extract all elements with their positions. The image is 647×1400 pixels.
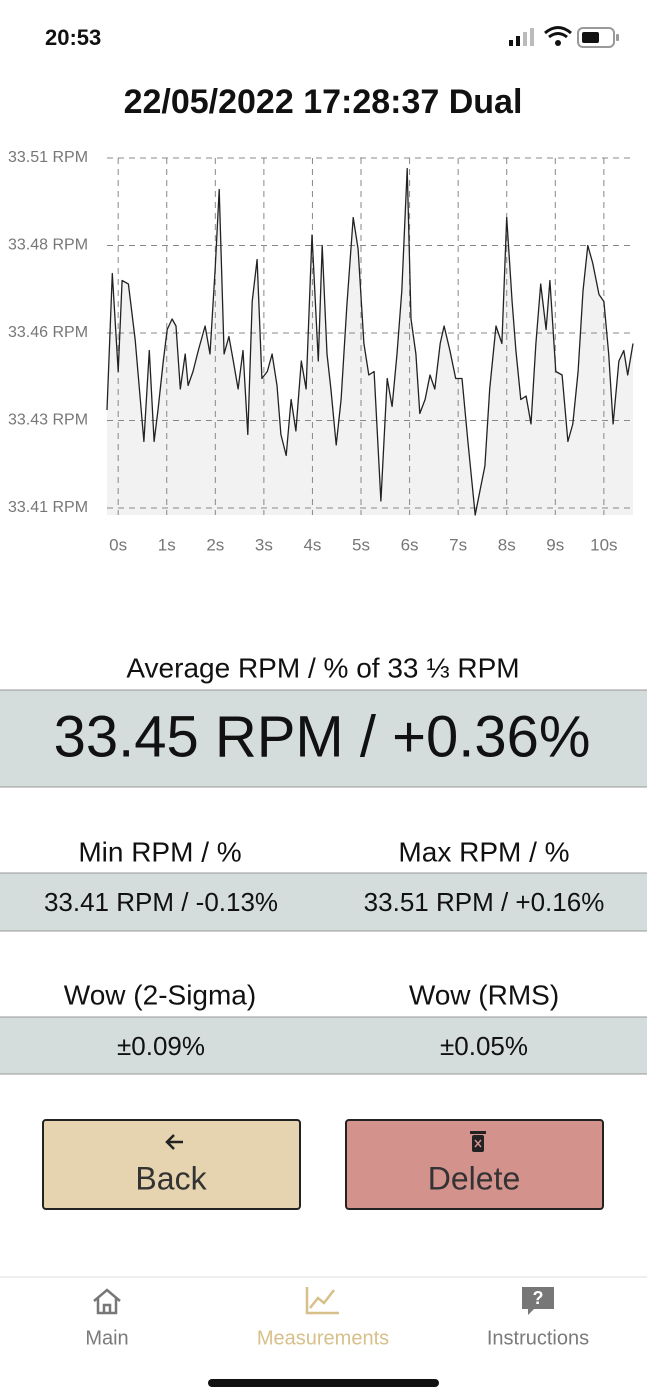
area (107, 168, 633, 515)
x-tick-label: 7s (449, 535, 467, 554)
svg-text:?: ? (533, 1288, 544, 1308)
button-label: Delete (428, 1160, 521, 1196)
back-button[interactable]: Back (42, 1119, 301, 1210)
stat-label: Wow (2-Sigma) (64, 979, 256, 1010)
y-tick-label: 33.51 RPM (8, 149, 88, 166)
tab-measurements[interactable]: Measurements (257, 1287, 389, 1349)
x-tick-label: 8s (498, 535, 516, 554)
x-tick-label: 5s (352, 535, 370, 554)
stat-label: Max RPM / % (398, 836, 569, 867)
x-tick-label: 10s (590, 535, 617, 554)
y-tick-label: 33.48 RPM (8, 237, 88, 254)
stat-value: ±0.09% (117, 1031, 205, 1061)
x-tick-label: 1s (158, 535, 176, 554)
x-tick-label: 3s (255, 535, 273, 554)
status-icons (509, 26, 619, 48)
stat-value: 33.41 RPM / -0.13% (44, 887, 278, 917)
home-indicator (208, 1379, 439, 1387)
stat-box (0, 1016, 647, 1075)
stat-value: 33.51 RPM / +0.16% (364, 887, 605, 917)
button-label: Back (135, 1160, 207, 1196)
average-label: Average RPM / % of 33 ⅓ RPM (126, 652, 519, 683)
tab-label: Main (85, 1327, 128, 1349)
stat-value: ±0.05% (440, 1031, 528, 1061)
average-box (0, 689, 647, 788)
tab-label: Measurements (257, 1327, 389, 1349)
status-time: 20:53 (45, 25, 101, 50)
x-tick-label: 0s (109, 535, 127, 554)
x-tick-label: 6s (401, 535, 419, 554)
stat-label: Wow (RMS) (409, 979, 559, 1010)
stat-label: Min RPM / % (78, 836, 241, 867)
chart: 33.51 RPM 33.48 RPM 33.46 RPM 33.43 RPM 33.4… (8, 149, 634, 554)
chart-title: 22/05/2022 17:28:37 Dual (124, 83, 523, 121)
tab-label: Instructions (487, 1327, 589, 1349)
x-tick-label: 2s (206, 535, 224, 554)
tab-main[interactable]: Main (85, 1288, 129, 1349)
x-tick-label: 4s (303, 535, 321, 554)
y-tick-label: 33.46 RPM (8, 324, 88, 341)
tab-instructions[interactable]: ? Instructions (487, 1287, 589, 1349)
stat-box (0, 872, 647, 932)
y-tick-label: 33.43 RPM (8, 412, 88, 429)
average-value: 33.45 RPM / +0.36% (54, 704, 591, 769)
y-tick-label: 33.41 RPM (8, 499, 88, 516)
x-tick-label: 9s (546, 535, 564, 554)
delete-button[interactable]: Delete (345, 1119, 604, 1210)
line (106, 167, 634, 516)
